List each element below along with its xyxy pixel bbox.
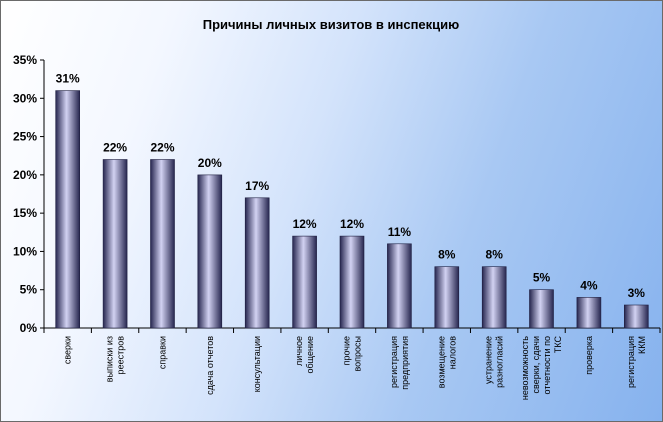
bars bbox=[55, 90, 649, 329]
bar bbox=[102, 159, 128, 329]
x-tick-label: консультации bbox=[252, 336, 262, 392]
y-tick-label: 5% bbox=[20, 283, 38, 297]
data-label: 17% bbox=[245, 179, 269, 193]
x-tick-label: возмещение bbox=[436, 336, 446, 388]
bar bbox=[55, 90, 81, 329]
bar bbox=[529, 289, 554, 329]
y-tick-label: 30% bbox=[13, 91, 37, 105]
x-tick-label: ТКС bbox=[553, 336, 563, 354]
x-label-group: проверка bbox=[584, 336, 594, 375]
chart-title: Причины личных визитов в инспекцию bbox=[203, 17, 460, 32]
x-tick-label: устранение bbox=[484, 336, 494, 384]
x-label-group: регистрация ККМ bbox=[626, 336, 647, 388]
bar bbox=[150, 159, 175, 329]
x-axis-labels: сверки выписки из реестров справки сдача отч… bbox=[63, 336, 647, 401]
x-label-group: прочие вопросы bbox=[342, 336, 363, 372]
data-label: 12% bbox=[293, 217, 317, 231]
x-label-group: сверки bbox=[63, 336, 73, 364]
x-tick-label: ККМ bbox=[637, 336, 647, 354]
x-label-group: личное общение bbox=[294, 336, 315, 373]
data-label: 3% bbox=[628, 286, 646, 300]
data-label: 8% bbox=[438, 248, 456, 262]
x-label-group: возмещение налогов bbox=[436, 336, 457, 388]
data-label: 31% bbox=[56, 72, 80, 86]
x-tick-label: общение bbox=[305, 336, 315, 373]
data-labels: 31% 22% 22% 20% 17% 12% 12% 11% 8% 8% 5% 4% 3% bbox=[56, 72, 646, 300]
data-label: 8% bbox=[486, 248, 504, 262]
x-tick-label: отчетности по bbox=[542, 336, 552, 394]
x-label-group: устранение разногласий bbox=[484, 336, 505, 388]
data-label: 12% bbox=[340, 217, 364, 231]
bar bbox=[244, 197, 270, 329]
data-label: 22% bbox=[150, 141, 174, 155]
bar bbox=[576, 297, 602, 329]
bar bbox=[481, 266, 507, 329]
x-label-group: регистрация предприятия bbox=[389, 336, 410, 390]
x-label-group: выписки из реестров bbox=[105, 336, 126, 382]
x-tick-label: сверки, сдачи bbox=[531, 336, 541, 393]
data-label: 5% bbox=[533, 271, 551, 285]
x-label-group: справки bbox=[158, 336, 168, 369]
x-tick-label: сдача отчетов bbox=[205, 336, 215, 395]
bar bbox=[623, 304, 649, 329]
x-tick-label: предприятия bbox=[400, 336, 410, 390]
x-tick-label: сверки bbox=[63, 336, 73, 364]
axes: 0% 5% 10% 15% 20% 25% 30% 35% bbox=[13, 53, 661, 335]
data-label: 4% bbox=[580, 278, 598, 292]
x-tick-label: реестров bbox=[116, 336, 126, 375]
y-tick-label: 35% bbox=[13, 53, 37, 67]
x-label-group: невозможность сверки, сдачи отчетности по Т… bbox=[520, 336, 563, 401]
bar bbox=[197, 174, 223, 329]
x-tick-label: регистрация bbox=[626, 336, 636, 388]
x-tick-label: выписки из bbox=[105, 336, 115, 382]
bar bbox=[339, 235, 365, 329]
data-label: 11% bbox=[388, 225, 412, 239]
y-tick-label: 25% bbox=[13, 130, 37, 144]
x-tick-label: вопросы bbox=[353, 336, 363, 372]
bar bbox=[434, 266, 460, 329]
x-label-group: консультации bbox=[252, 336, 262, 392]
bar bbox=[292, 235, 317, 329]
x-label-group: сдача отчетов bbox=[205, 336, 215, 395]
x-tick-label: регистрация bbox=[389, 336, 399, 388]
data-label: 22% bbox=[103, 141, 127, 155]
x-tick-label: налогов bbox=[447, 336, 457, 369]
bar bbox=[387, 243, 412, 329]
x-tick-label: прочие bbox=[342, 336, 352, 365]
x-tick-label: личное bbox=[294, 336, 304, 366]
y-tick-label: 15% bbox=[13, 206, 37, 220]
x-tick-label: справки bbox=[158, 336, 168, 369]
y-tick-label: 20% bbox=[13, 168, 37, 182]
data-label: 20% bbox=[198, 156, 222, 170]
x-tick-label: разногласий bbox=[495, 336, 505, 388]
y-tick-label: 0% bbox=[20, 321, 38, 335]
x-tick-label: невозможность bbox=[520, 336, 530, 400]
y-tick-label: 10% bbox=[13, 244, 37, 258]
x-tick-label: проверка bbox=[584, 336, 594, 375]
